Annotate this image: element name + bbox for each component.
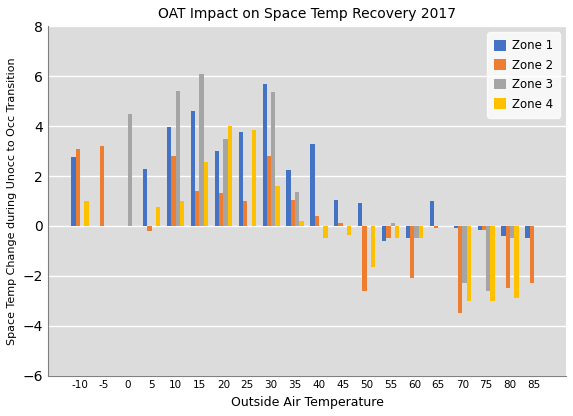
Bar [286,170,291,226]
Bar [167,127,171,226]
Bar [334,200,339,226]
Bar [76,149,80,226]
Bar [362,226,367,291]
Bar [371,226,375,267]
Bar [434,226,438,228]
Bar [529,226,534,283]
Bar [262,84,267,226]
Bar [315,216,319,226]
Bar [295,192,299,226]
Bar [410,226,414,278]
Bar [238,132,243,226]
Bar [147,226,152,231]
Bar [243,201,247,226]
Bar [490,226,494,301]
Bar [227,126,232,226]
Bar [252,130,256,226]
Bar [391,223,395,226]
Bar [347,226,351,235]
Bar [195,191,199,226]
Bar [462,226,466,283]
Bar [84,201,89,226]
Bar [510,226,515,238]
Bar [395,226,399,238]
Bar [414,226,419,238]
Bar [215,151,219,226]
Bar [175,91,180,226]
Bar [199,74,204,226]
Bar [515,226,519,298]
Bar [299,221,304,226]
Bar [271,92,276,226]
Bar [525,226,529,238]
Y-axis label: Space Temp Change during Unocc to Occ Transition: Space Temp Change during Unocc to Occ Tr… [7,57,17,345]
Bar [323,226,328,238]
Bar [406,226,410,238]
Bar [291,200,295,226]
Bar [171,156,175,226]
Bar [219,193,223,226]
Bar [223,139,227,226]
Bar [339,223,343,226]
Bar [143,168,147,226]
Bar [486,226,490,291]
Bar [180,201,184,226]
Title: OAT Impact on Space Temp Recovery 2017: OAT Impact on Space Temp Recovery 2017 [158,7,456,21]
Bar [477,226,482,230]
Bar [204,162,208,226]
Bar [458,226,462,313]
Bar [454,226,458,228]
Bar [482,226,486,230]
X-axis label: Outside Air Temperature: Outside Air Temperature [230,396,383,409]
Bar [382,226,386,241]
Legend: Zone 1, Zone 2, Zone 3, Zone 4: Zone 1, Zone 2, Zone 3, Zone 4 [487,32,560,118]
Bar [311,144,315,226]
Bar [358,203,362,226]
Bar [419,226,423,238]
Bar [386,226,391,238]
Bar [267,156,271,226]
Bar [72,157,76,226]
Bar [506,226,510,288]
Bar [276,186,280,226]
Bar [430,201,434,226]
Bar [156,207,160,226]
Bar [128,114,132,226]
Bar [466,226,471,301]
Bar [501,226,506,236]
Bar [100,146,104,226]
Bar [191,111,195,226]
